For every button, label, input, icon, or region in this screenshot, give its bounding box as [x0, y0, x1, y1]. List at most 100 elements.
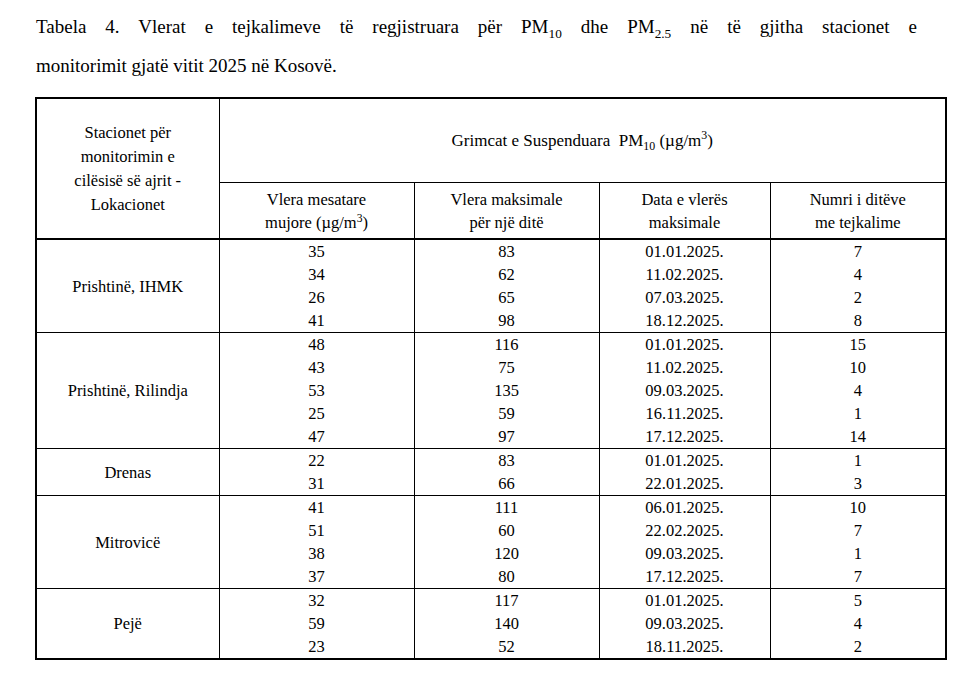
avg-monthly-value: 48	[219, 333, 414, 357]
pm10-group-header: Grimcat e Suspenduara PM10 (µg/m3)	[219, 98, 946, 183]
exceedance-days: 7	[770, 565, 946, 589]
table-row: Prishtinë, IHMK358301.01.2025.7	[36, 239, 946, 263]
table-row: Drenas228301.01.2025.1	[36, 449, 946, 473]
column-header-text: )	[362, 213, 368, 232]
pm10-header-text: (µg/m	[655, 131, 701, 150]
exceedance-days: 4	[770, 612, 946, 635]
exceedance-days: 10	[770, 356, 946, 379]
max-daily-value: 62	[414, 263, 599, 286]
exceedance-days: 14	[770, 425, 946, 449]
avg-monthly-value: 22	[219, 449, 414, 473]
avg-monthly-value: 43	[219, 356, 414, 379]
exceedance-days: 7	[770, 239, 946, 263]
avg-monthly-value: 35	[219, 239, 414, 263]
max-daily-value: 75	[414, 356, 599, 379]
exceedance-days: 4	[770, 263, 946, 286]
max-value-date: 01.01.2025.	[599, 239, 770, 263]
max-daily-value: 120	[414, 542, 599, 565]
column-header-max-daily: Vlera maksimale për një ditë	[414, 183, 599, 240]
avg-monthly-value: 34	[219, 263, 414, 286]
exceedance-days: 7	[770, 519, 946, 542]
caption-subscript-pm10: 10	[549, 26, 562, 41]
max-value-date: 06.01.2025.	[599, 496, 770, 520]
station-header-line: Lokacionet	[37, 193, 219, 217]
column-header-line: për një ditë	[415, 211, 599, 234]
avg-monthly-value: 41	[219, 309, 414, 333]
max-daily-value: 83	[414, 449, 599, 473]
caption-text: në të gjitha stacionet e	[671, 16, 917, 37]
column-header-avg-monthly: Vlera mesatare mujore (µg/m3)	[219, 183, 414, 240]
max-daily-value: 98	[414, 309, 599, 333]
max-daily-value: 52	[414, 635, 599, 659]
column-header-line: Numri i ditëve	[771, 188, 946, 211]
max-daily-value: 65	[414, 286, 599, 309]
column-header-exceedance-days: Numri i ditëve me tejkalime	[770, 183, 946, 240]
column-header-line: Vlera mesatare	[220, 188, 414, 211]
document-page: Tabela 4. Vlerat e tejkalimeve të regjis…	[0, 0, 980, 689]
max-daily-value: 59	[414, 402, 599, 425]
exceedance-days: 3	[770, 472, 946, 496]
max-daily-value: 83	[414, 239, 599, 263]
pm10-exceedances-table: Stacionet për monitorimin e cilësisë së …	[35, 97, 947, 660]
max-value-date: 01.01.2025.	[599, 333, 770, 357]
exceedance-days: 4	[770, 379, 946, 402]
caption-subscript-pm25: 2.5	[655, 26, 672, 41]
caption-text: Tabela 4. Vlerat e tejkalimeve të regjis…	[36, 16, 549, 37]
station-column-header: Stacionet për monitorimin e cilësisë së …	[36, 98, 219, 239]
table-caption: Tabela 4. Vlerat e tejkalimeve të regjis…	[36, 7, 917, 85]
max-daily-value: 116	[414, 333, 599, 357]
max-value-date: 11.02.2025.	[599, 356, 770, 379]
column-header-text: mujore (µg/m	[265, 213, 357, 232]
table-row: Prishtinë, Rilindja4811601.01.2025.15	[36, 333, 946, 357]
exceedance-days: 5	[770, 589, 946, 613]
exceedance-days: 8	[770, 309, 946, 333]
header-row-top: Stacionet për monitorimin e cilësisë së …	[36, 98, 946, 183]
max-value-date: 22.02.2025.	[599, 519, 770, 542]
column-header-line: me tejkalime	[771, 211, 946, 234]
pm10-header-text: )	[707, 131, 713, 150]
station-header-line: monitorimin e	[37, 145, 219, 169]
avg-monthly-value: 26	[219, 286, 414, 309]
exceedance-days: 1	[770, 402, 946, 425]
max-value-date: 16.11.2025.	[599, 402, 770, 425]
avg-monthly-value: 37	[219, 565, 414, 589]
column-header-max-date: Data e vlerës maksimale	[599, 183, 770, 240]
table-row: Pejë3211701.01.2025.5	[36, 589, 946, 613]
station-name: Pejë	[36, 589, 219, 660]
max-value-date: 18.12.2025.	[599, 309, 770, 333]
max-value-date: 09.03.2025.	[599, 379, 770, 402]
exceedance-days: 2	[770, 635, 946, 659]
avg-monthly-value: 32	[219, 589, 414, 613]
exceedance-days: 1	[770, 542, 946, 565]
max-value-date: 17.12.2025.	[599, 565, 770, 589]
max-daily-value: 111	[414, 496, 599, 520]
station-name: Mitrovicë	[36, 496, 219, 589]
max-value-date: 01.01.2025.	[599, 589, 770, 613]
avg-monthly-value: 31	[219, 472, 414, 496]
avg-monthly-value: 23	[219, 635, 414, 659]
station-group: Pejë3211701.01.2025.55914009.03.2025.423…	[36, 589, 946, 660]
max-value-date: 01.01.2025.	[599, 449, 770, 473]
max-daily-value: 140	[414, 612, 599, 635]
max-value-date: 18.11.2025.	[599, 635, 770, 659]
max-value-date: 17.12.2025.	[599, 425, 770, 449]
max-daily-value: 135	[414, 379, 599, 402]
max-daily-value: 117	[414, 589, 599, 613]
station-name: Drenas	[36, 449, 219, 496]
station-header-line: cilësisë së ajrit -	[37, 169, 219, 193]
column-header-line: maksimale	[600, 211, 770, 234]
max-daily-value: 80	[414, 565, 599, 589]
max-daily-value: 66	[414, 472, 599, 496]
avg-monthly-value: 53	[219, 379, 414, 402]
max-daily-value: 97	[414, 425, 599, 449]
caption-text: dhe PM	[562, 16, 655, 37]
max-value-date: 09.03.2025.	[599, 612, 770, 635]
column-header-line: Data e vlerës	[600, 188, 770, 211]
column-header-line: Vlera maksimale	[415, 188, 599, 211]
max-value-date: 07.03.2025.	[599, 286, 770, 309]
station-group: Mitrovicë4111106.01.2025.10516022.02.202…	[36, 496, 946, 589]
station-name: Prishtinë, IHMK	[36, 239, 219, 333]
exceedance-days: 1	[770, 449, 946, 473]
avg-monthly-value: 41	[219, 496, 414, 520]
station-group: Prishtinë, IHMK358301.01.2025.7346211.02…	[36, 239, 946, 333]
